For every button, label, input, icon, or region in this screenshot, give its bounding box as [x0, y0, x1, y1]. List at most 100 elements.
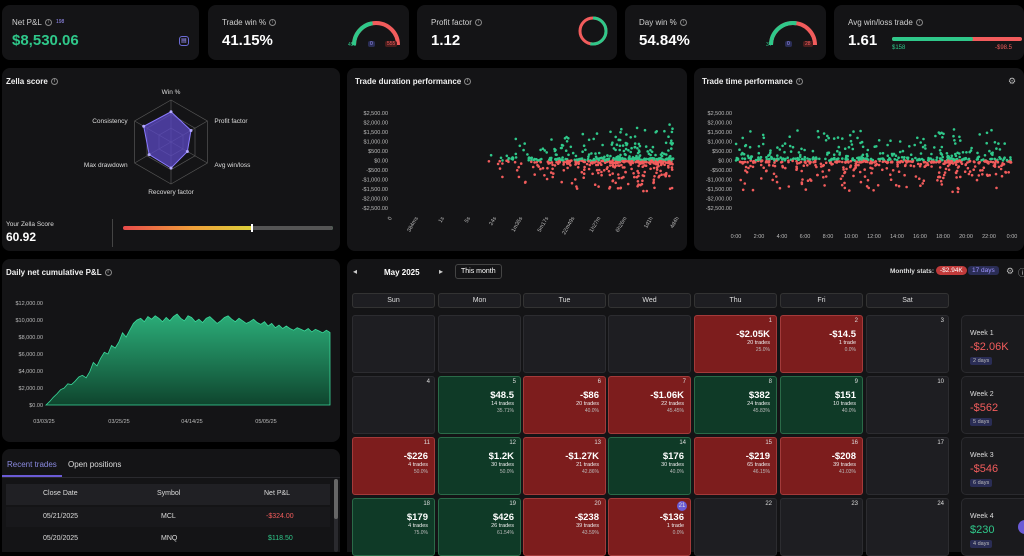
calendar-day[interactable] [352, 315, 435, 373]
scatter-point [603, 159, 607, 162]
calendar-day[interactable]: 14 $176 30 trades 40.0% [608, 437, 691, 495]
scatter-point [628, 161, 631, 164]
calendar-day[interactable]: 5 $48.5 14 trades 35.71% [438, 376, 521, 434]
calendar-day[interactable]: 1 -$2.05K 20 trades 25.0% [694, 315, 777, 373]
info-icon[interactable]: i [50, 78, 58, 86]
calendar-day[interactable]: 13 -$1.27K 21 trades 42.86% [523, 437, 606, 495]
scatter-point [671, 162, 674, 166]
calendar-day[interactable]: 21 -$136 1 trade 0.0% [608, 498, 691, 556]
tab-recent-trades[interactable]: Recent trades [7, 460, 57, 469]
info-icon[interactable]: i [104, 269, 112, 277]
calendar-day[interactable] [608, 315, 691, 373]
scatter-point [655, 166, 659, 169]
calendar-day[interactable]: 18 $179 4 trades 75.0% [352, 498, 435, 556]
week-summary[interactable]: Week 3 -$546 6 days [961, 437, 1024, 495]
scatter-point [593, 158, 596, 162]
settings-icon[interactable]: ⚙ [1006, 266, 1015, 276]
settings-icon[interactable]: ⚙ [1008, 76, 1017, 86]
calendar-day[interactable]: 8 $382 24 trades 45.83% [694, 376, 777, 434]
info-icon[interactable]: i [679, 19, 687, 27]
scatter-point [619, 131, 622, 134]
scatter-point [882, 158, 885, 162]
calendar-day[interactable] [438, 315, 521, 373]
calendar-day[interactable]: 16 -$208 39 trades 41.03% [780, 437, 863, 495]
this-month-button[interactable]: This month [455, 264, 502, 279]
calendar-day[interactable]: 12 $1.2K 30 trades 50.0% [438, 437, 521, 495]
scatter-point [942, 176, 945, 180]
scatter-point [804, 188, 808, 191]
day-win-rate: 41.03% [839, 469, 856, 475]
info-icon[interactable]: i [915, 19, 923, 27]
scatter-point [924, 147, 927, 150]
x-tick-label: 8:00 [823, 234, 834, 240]
scatter-point [594, 152, 597, 155]
prev-month-icon[interactable]: ◂ [353, 267, 358, 276]
scatter-point [659, 153, 663, 156]
info-icon[interactable]: i [44, 19, 52, 27]
scrollbar[interactable] [334, 479, 338, 552]
calendar-day[interactable]: 19 $426 26 trades 61.54% [438, 498, 521, 556]
day-trade-count: 20 trades [747, 340, 770, 346]
day-number: 10 [937, 379, 944, 385]
calendar-day[interactable]: 22 [694, 498, 777, 556]
calendar-day[interactable]: 24 [866, 498, 949, 556]
calculator-icon[interactable]: ▤ [179, 36, 189, 46]
scatter-point [757, 145, 761, 148]
scatter-point [846, 160, 849, 163]
calendar-day[interactable]: 4 [352, 376, 435, 434]
scatter-point [819, 162, 823, 166]
scatter-point [826, 134, 829, 138]
info-icon[interactable]: i [474, 19, 482, 27]
scatter-point [743, 157, 747, 160]
scatter-point [964, 156, 968, 160]
calendar-day[interactable]: 3 [866, 315, 949, 373]
scatter-point [838, 160, 841, 163]
calendar-day[interactable]: 11 -$226 4 trades 50.0% [352, 437, 435, 495]
tab-open-positions[interactable]: Open positions [68, 460, 122, 469]
scatter-point [590, 152, 593, 155]
y-tick-label: -$500.00 [366, 168, 388, 174]
info-icon[interactable]: i [269, 19, 277, 27]
scatter-point [878, 152, 882, 155]
next-month-icon[interactable]: ▸ [439, 267, 444, 276]
calendar-day[interactable]: 2 -$14.5 1 trade 0.0% [780, 315, 863, 373]
table-row[interactable]: 05/21/2025 MCL -$324.00 [6, 507, 330, 527]
zella-title: Zella score i [6, 77, 58, 86]
scatter-point [535, 161, 538, 164]
calendar-day[interactable]: 9 $151 10 trades 40.0% [780, 376, 863, 434]
calendar-day[interactable]: 17 [866, 437, 949, 495]
scatter-point [757, 151, 761, 155]
scatter-point [575, 187, 579, 190]
x-tick-label: 10:00 [844, 234, 858, 240]
calendar-day[interactable] [523, 315, 606, 373]
scatter-point [900, 156, 904, 159]
calendar-day[interactable]: 23 [780, 498, 863, 556]
calendar-day[interactable]: 6 -$86 20 trades 40.0% [523, 376, 606, 434]
info-icon[interactable]: i [464, 78, 472, 86]
calendar-day[interactable]: 7 -$1.06K 22 trades 45.45% [608, 376, 691, 434]
scatter-point [984, 159, 987, 163]
week-summary[interactable]: Week 4 $230 4 days [961, 498, 1024, 556]
chat-bubble-icon[interactable] [1018, 520, 1024, 534]
scatter-point [940, 183, 944, 186]
calendar-day[interactable]: 20 -$238 39 trades 43.59% [523, 498, 606, 556]
week-summary[interactable]: Week 2 -$562 5 days [961, 376, 1024, 434]
table-row[interactable]: 05/20/2025 MNQ $118.50 [6, 529, 330, 549]
scatter-point [633, 145, 637, 149]
scatter-point [821, 170, 824, 173]
week-summary[interactable]: Week 1 -$2.06K 2 days [961, 315, 1024, 373]
scatter-point [526, 153, 529, 156]
trade-win-label: Trade win % i [222, 18, 277, 27]
avg-win-loss-card: Avg win/loss trade i 1.61 $158 -$98.5 [834, 5, 1024, 60]
avg-win-loss-value: 1.61 [848, 32, 878, 49]
scatter-point [801, 178, 804, 181]
scatter-point [935, 156, 939, 159]
info-icon[interactable]: ⓘ [1018, 268, 1024, 278]
scatter-point [1009, 156, 1012, 159]
info-icon[interactable]: i [795, 78, 803, 86]
calendar-day[interactable]: 15 -$219 65 trades 46.15% [694, 437, 777, 495]
calendar-day[interactable]: 10 [866, 376, 949, 434]
scatter-point [866, 148, 870, 152]
scatter-point [985, 131, 989, 135]
scatter-point [614, 181, 617, 185]
